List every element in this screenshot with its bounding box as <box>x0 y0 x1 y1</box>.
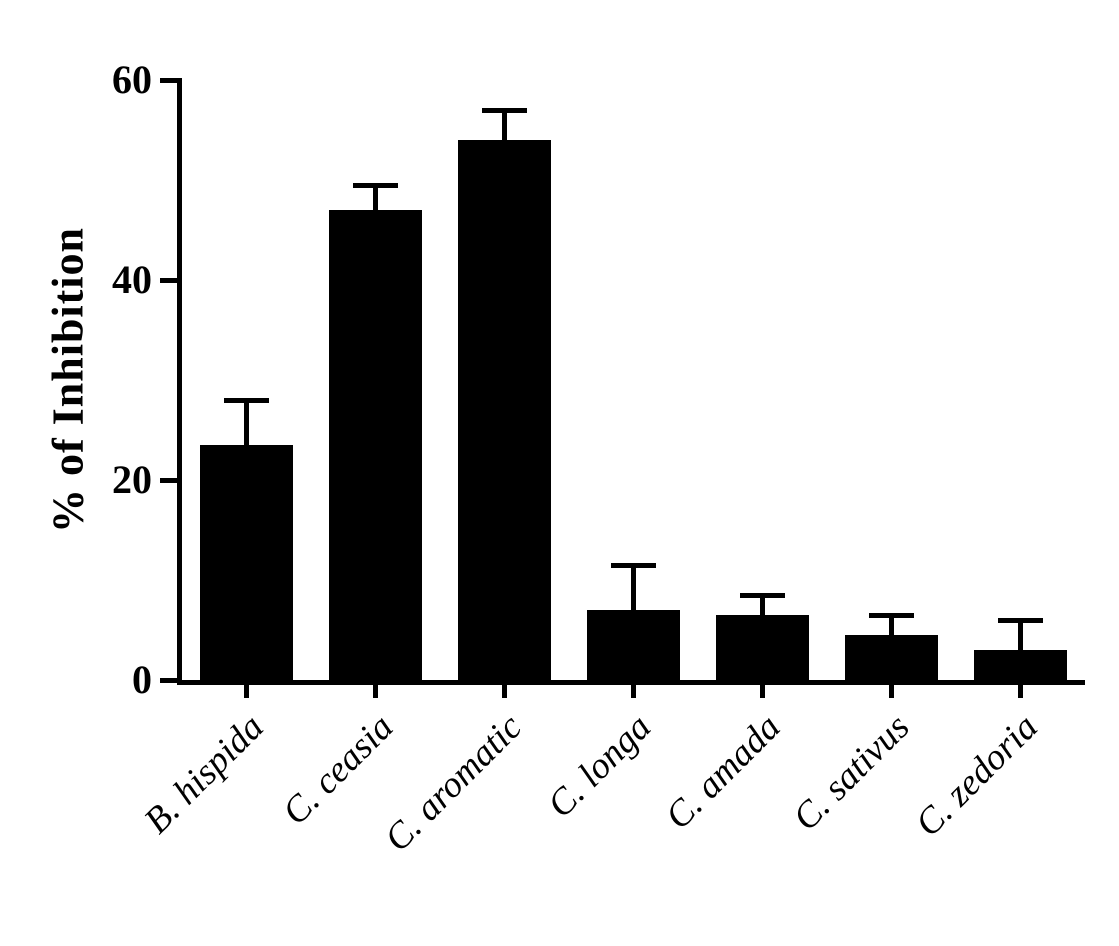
error-bar-line <box>760 595 765 615</box>
x-axis-tick <box>889 685 894 698</box>
error-bar-cap <box>869 612 914 618</box>
bar <box>974 650 1067 680</box>
error-bar-line <box>502 110 507 140</box>
error-bar-cap <box>611 562 656 568</box>
x-category-label: C. longa <box>539 706 660 826</box>
y-axis-tick <box>160 677 177 683</box>
bar <box>329 210 422 680</box>
error-bar-cap <box>353 182 398 188</box>
error-bar-line <box>889 615 894 635</box>
x-axis-tick <box>244 685 249 698</box>
error-bar-cap <box>224 397 269 403</box>
y-axis-tick <box>160 477 177 483</box>
y-axis-tick <box>160 77 177 83</box>
error-bar-line <box>373 185 378 210</box>
x-axis-tick <box>502 685 507 698</box>
x-axis-tick <box>631 685 636 698</box>
error-bar-line <box>631 565 636 610</box>
y-tick-label: 0 <box>132 657 152 702</box>
error-bar-cap <box>998 617 1043 623</box>
bar <box>587 610 680 680</box>
y-tick-label: 60 <box>112 57 152 102</box>
x-axis-tick <box>760 685 765 698</box>
x-axis-line <box>177 680 1085 685</box>
x-category-label: C. ceasia <box>274 706 402 833</box>
y-tick-label: 20 <box>112 457 152 502</box>
error-bar-line <box>1018 620 1023 650</box>
x-axis-tick <box>373 685 378 698</box>
bar <box>200 445 293 680</box>
bar <box>716 615 809 680</box>
x-category-label: C. zedoria <box>908 706 1047 845</box>
y-axis-tick <box>160 277 177 283</box>
y-axis-title: % of Inhibition <box>43 227 93 533</box>
error-bar-cap <box>482 107 527 113</box>
x-category-label: C. amada <box>657 706 789 838</box>
y-axis-line <box>177 78 182 685</box>
error-bar-line <box>244 400 249 445</box>
y-tick-label: 40 <box>112 257 152 302</box>
x-category-label: C. aromatic <box>377 706 531 860</box>
x-axis-tick <box>1018 685 1023 698</box>
error-bar-cap <box>740 592 785 598</box>
bar <box>458 140 551 680</box>
x-category-label: B. hispida <box>136 706 273 842</box>
bar <box>845 635 938 680</box>
x-category-label: C. sativus <box>784 706 918 839</box>
plot-area: 0 20 40 60 B. hispida C. ceasia C. aromatic C.… <box>112 60 1085 860</box>
